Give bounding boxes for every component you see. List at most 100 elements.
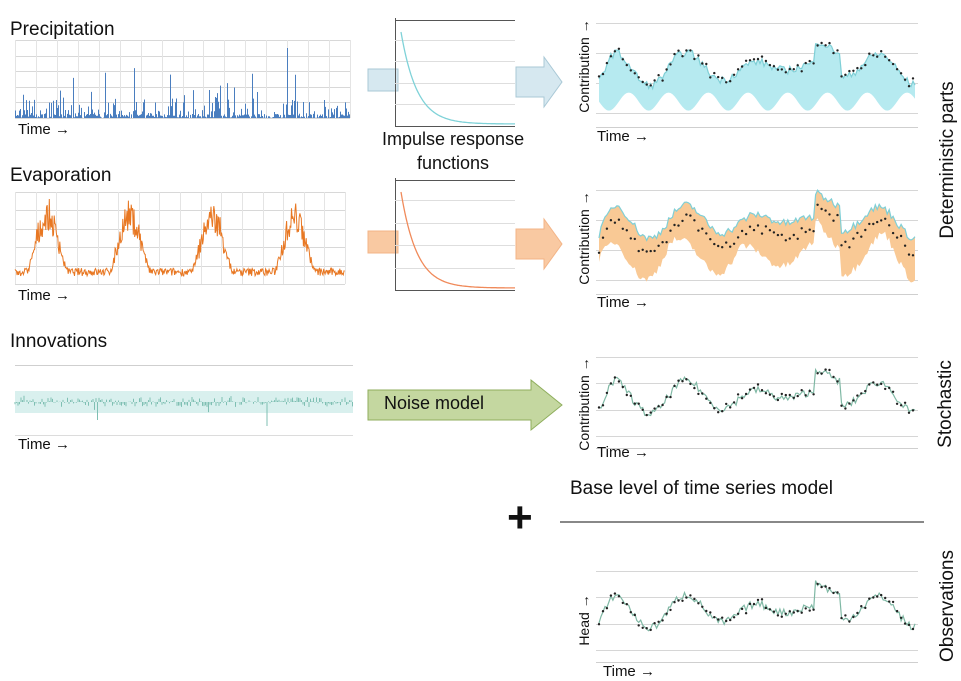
observation-dot <box>848 402 851 405</box>
observation-dot <box>740 397 744 400</box>
observation-dot <box>840 404 843 407</box>
observation-dot <box>697 54 700 57</box>
contribution-axis-label-2: Contribution → <box>576 191 592 285</box>
observation-dot <box>860 392 863 395</box>
observation-dot <box>693 386 696 390</box>
observation-dot <box>653 79 656 82</box>
observation-dot <box>621 385 624 389</box>
observation-dot <box>899 404 903 407</box>
contribution-area <box>599 43 915 111</box>
observation-dot <box>848 246 851 249</box>
observation-dot <box>911 254 915 257</box>
observation-dot <box>637 402 640 405</box>
observation-dot <box>824 585 827 588</box>
observation-dot <box>601 404 605 407</box>
observation-dot <box>852 69 855 72</box>
precipitation-title: Precipitation <box>10 19 115 40</box>
observation-dot <box>732 616 736 619</box>
observation-dot <box>888 386 891 390</box>
irf-curve <box>400 191 515 289</box>
observation-dot <box>856 394 859 397</box>
observation-dot <box>848 69 851 73</box>
observation-dot <box>895 68 899 71</box>
observation-dot <box>784 239 787 242</box>
observation-dot <box>824 368 827 371</box>
observation-dot <box>685 49 688 52</box>
observation-dot <box>876 220 879 224</box>
observation-dot <box>884 55 887 58</box>
precipitation-output-arrow <box>515 55 563 109</box>
observation-dot <box>868 383 871 386</box>
observation-dot <box>800 611 803 614</box>
observation-dot <box>856 231 859 235</box>
plus-sign: + <box>507 493 533 542</box>
observation-dot <box>828 586 831 590</box>
observations-head-plot <box>596 571 918 663</box>
observation-dot <box>903 622 907 625</box>
observation-dot <box>709 238 712 241</box>
evaporation-impulse-response-plot <box>395 178 515 291</box>
observation-dot <box>669 63 672 66</box>
observation-dot <box>768 608 772 611</box>
observation-dot <box>756 57 760 61</box>
observation-dot <box>836 49 839 52</box>
observation-dot <box>852 237 855 240</box>
observation-dot <box>681 55 684 58</box>
observation-dot <box>911 77 915 80</box>
observation-dot <box>876 55 879 58</box>
observation-dot <box>899 72 903 75</box>
observation-dot <box>629 69 632 72</box>
observation-dot <box>633 237 636 241</box>
observation-dot <box>649 84 652 87</box>
observation-dot <box>605 227 609 230</box>
observation-dot <box>764 59 768 63</box>
observation-dot <box>784 612 787 615</box>
observation-dot <box>736 393 740 396</box>
observation-dot <box>895 236 899 239</box>
observation-dot <box>848 620 851 623</box>
observation-dot <box>836 213 839 217</box>
observation-dot <box>740 65 744 68</box>
observation-dot <box>840 616 843 620</box>
observation-dot <box>732 242 736 245</box>
precipitation-impulse-response-plot <box>395 18 515 127</box>
observation-dot <box>891 600 895 604</box>
evaporation-title: Evaporation <box>10 165 112 186</box>
contribution-line <box>598 43 916 91</box>
observation-dot <box>744 392 748 396</box>
observation-dot <box>665 612 668 615</box>
observation-dot <box>860 605 863 608</box>
observation-dot <box>828 368 831 372</box>
observation-dot <box>788 393 791 397</box>
observation-dot <box>768 393 772 396</box>
observation-dot <box>736 236 740 239</box>
observation-dot <box>860 67 863 70</box>
observation-dot <box>617 218 621 221</box>
observation-dot <box>752 386 756 390</box>
observation-dot <box>891 62 895 66</box>
observation-dot <box>752 602 756 606</box>
observation-dot <box>609 219 613 222</box>
observation-dot <box>832 591 835 595</box>
observation-dot <box>665 241 668 244</box>
observation-dot <box>812 393 815 396</box>
observation-dot <box>820 207 823 211</box>
observation-dot <box>721 410 724 413</box>
observation-dot <box>669 395 672 399</box>
observation-dot <box>701 62 704 65</box>
observation-dot <box>828 41 831 45</box>
observation-dot <box>800 389 803 392</box>
stochastic-label: Stochastic <box>935 360 956 448</box>
precipitation-time-axis-label: Time → <box>18 121 70 138</box>
observation-dot <box>613 376 617 379</box>
observation-dot <box>788 610 791 613</box>
observation-dot <box>776 233 780 237</box>
observation-dot <box>709 76 712 79</box>
evaporation-line <box>14 198 345 278</box>
observation-dot <box>721 616 724 619</box>
observation-dot <box>713 407 716 410</box>
contribution-line <box>598 189 916 242</box>
observation-dot <box>903 401 907 404</box>
observation-dot <box>816 203 819 206</box>
observation-dot <box>597 251 601 254</box>
